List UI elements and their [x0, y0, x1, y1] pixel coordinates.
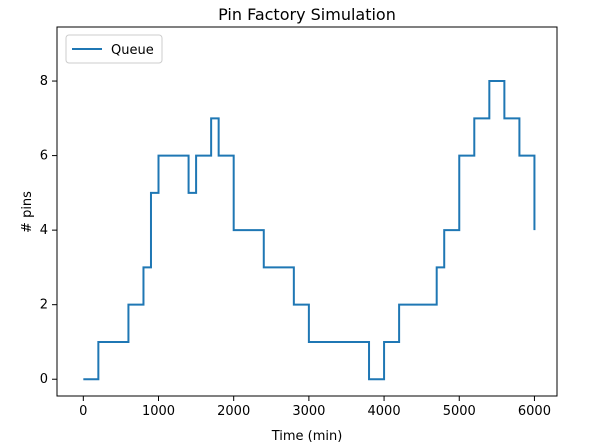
series-layer	[83, 80, 536, 381]
x-tick-label: 5000	[443, 404, 476, 419]
queue-line	[83, 80, 536, 381]
x-tick-label: 4000	[368, 404, 401, 419]
y-tick-label: 6	[40, 149, 48, 164]
legend: Queue	[65, 34, 163, 64]
plot-area	[56, 26, 558, 397]
x-axis-title: Time (min)	[271, 429, 343, 444]
y-tick-label: 2	[40, 298, 48, 313]
y-axis-title: # pins	[20, 191, 35, 233]
x-tick-label: 2000	[217, 404, 250, 419]
x-tick-label: 6000	[518, 404, 551, 419]
legend-label: Queue	[111, 43, 154, 58]
chart-title: Pin Factory Simulation	[218, 5, 396, 24]
x-tick-label: 3000	[292, 404, 325, 419]
legend-box	[65, 34, 163, 64]
x-tick-label: 1000	[142, 404, 175, 419]
y-tick-label: 4	[40, 223, 48, 238]
x-tick-label: 0	[79, 404, 87, 419]
ticks-layer: 0 1000 2000 3000 4000 5000 6000 0 2 4 6 8	[40, 74, 551, 419]
y-tick-label: 8	[40, 74, 48, 89]
y-tick-label: 0	[40, 372, 48, 387]
